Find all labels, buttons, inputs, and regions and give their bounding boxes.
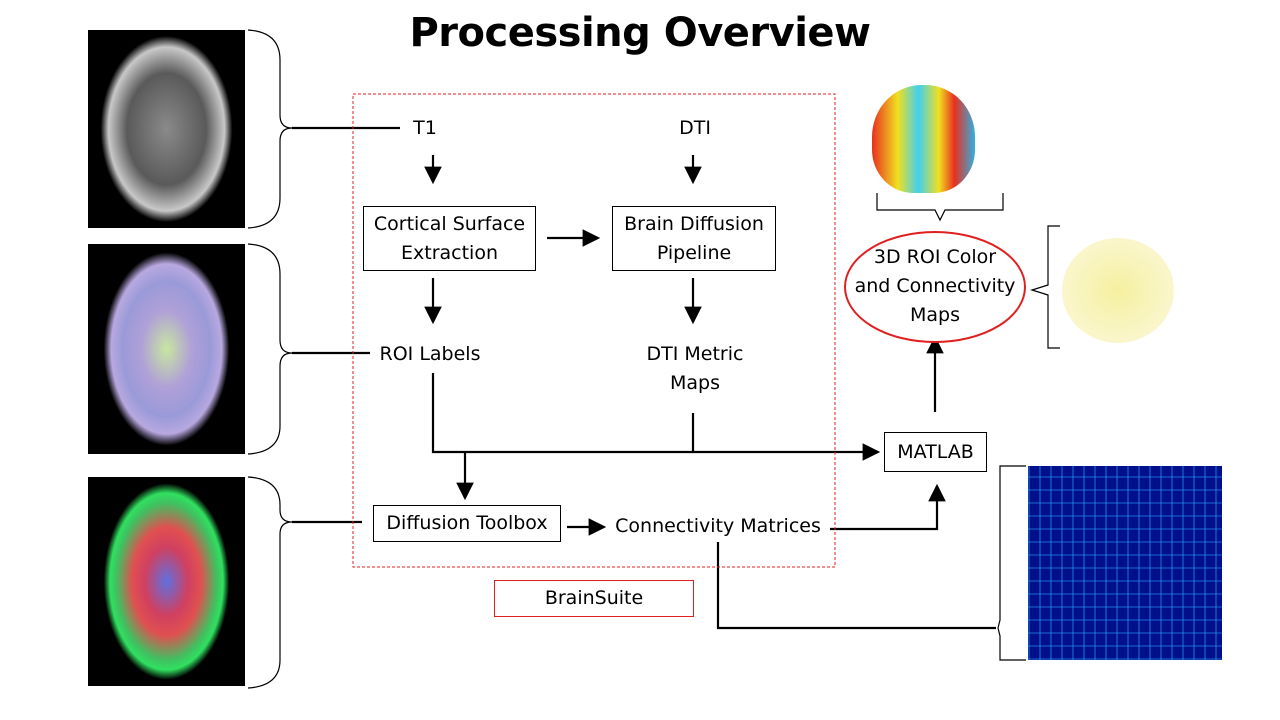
brace-connectivity	[1029, 225, 1060, 349]
dti-metric-maps-label: DTI Metric Maps	[625, 340, 765, 398]
connectivity-brain-image	[1062, 238, 1174, 343]
roi-maps-ellipse	[844, 231, 1026, 343]
t1-mri-image	[88, 30, 245, 228]
dti-metric-line1: DTI Metric	[646, 343, 744, 365]
dti-metric-line2: Maps	[670, 372, 720, 394]
roi-label-image	[88, 244, 245, 454]
roi-labels-label: ROI Labels	[370, 340, 490, 369]
roi-maps-line2: and Connectivity	[854, 275, 1016, 297]
bdp-line2: Pipeline	[656, 241, 732, 264]
dti-label: DTI	[679, 117, 711, 139]
connectivity-matrix-image	[1028, 466, 1222, 660]
3d-roi-brain-image	[872, 85, 975, 193]
t1-label: T1	[413, 117, 437, 139]
brace-matrix	[997, 465, 1026, 661]
brace-t1	[247, 29, 293, 229]
brainsuite-box: BrainSuite	[494, 580, 694, 617]
cortical-line2: Extraction	[401, 241, 498, 264]
roi-maps-line1: 3D ROI Color	[873, 246, 997, 268]
matlab-box: MATLAB	[884, 432, 987, 472]
connectivity-matrices-label: Connectivity Matrices	[606, 512, 830, 541]
roi-maps-line3: Maps	[910, 304, 960, 326]
brace-3d	[876, 193, 1004, 222]
cortical-line1: Cortical Surface	[373, 212, 526, 235]
brainsuite-dashed-region	[352, 93, 836, 568]
brace-tract	[247, 476, 293, 689]
tractography-image	[88, 477, 245, 686]
diffusion-toolbox-box: Diffusion Toolbox	[373, 505, 561, 542]
page-title: Processing Overview	[409, 10, 871, 56]
cortical-surface-extraction-box: Cortical Surface Extraction	[363, 206, 536, 271]
bdp-line1: Brain Diffusion	[624, 212, 764, 235]
brain-diffusion-pipeline-box: Brain Diffusion Pipeline	[612, 206, 776, 271]
brace-roi	[247, 243, 293, 455]
roi-maps-label: 3D ROI Color and Connectivity Maps	[845, 243, 1025, 330]
